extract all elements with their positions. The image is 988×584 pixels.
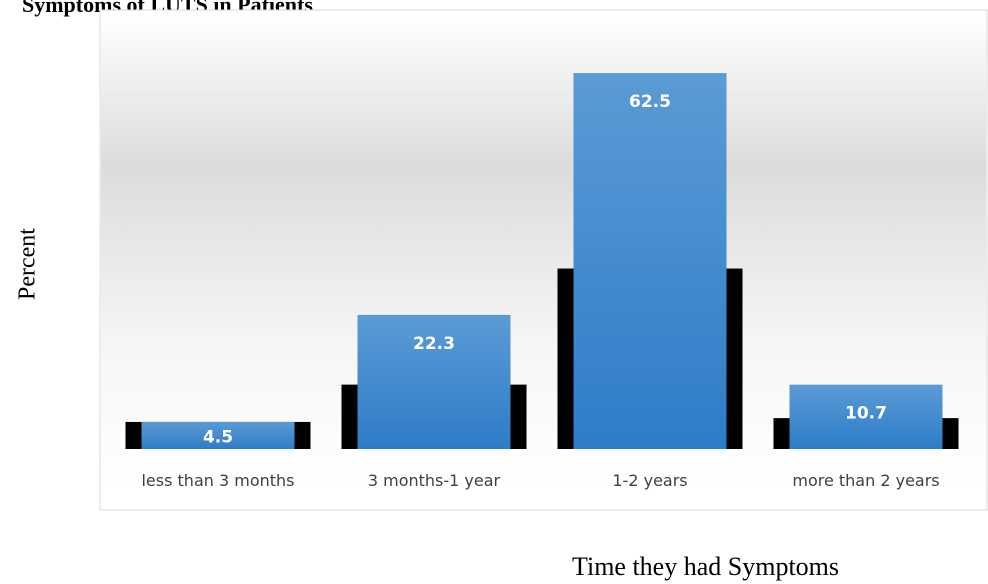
data-label-1: 22.3 (413, 334, 455, 354)
data-label-3: 10.7 (845, 404, 887, 424)
x-tick-label-3: more than 2 years (792, 471, 939, 490)
bar-1 (357, 314, 511, 449)
data-label-2: 62.5 (629, 92, 671, 112)
data-label-0: 4.5 (203, 427, 233, 447)
x-tick-label-0: less than 3 months (141, 471, 294, 490)
x-axis-label: Time they had Symptoms (572, 552, 840, 581)
bar-0 (141, 421, 295, 449)
x-tick-label-2: 1-2 years (612, 471, 687, 490)
bar-2 (573, 73, 727, 450)
x-tick-label-1: 3 months-1 year (368, 471, 501, 490)
bar-3 (789, 384, 943, 449)
